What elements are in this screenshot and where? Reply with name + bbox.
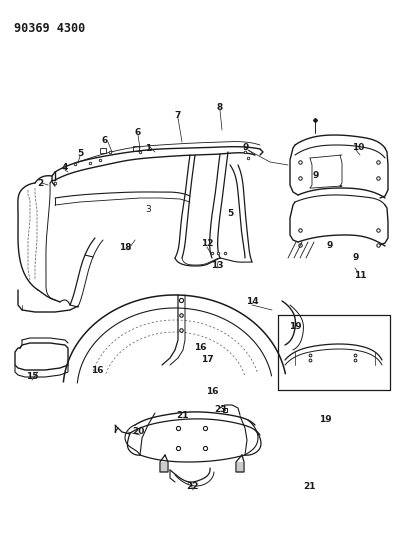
Text: 5: 5 <box>226 208 232 217</box>
Text: 90369 4300: 90369 4300 <box>14 22 85 35</box>
Text: 15: 15 <box>26 373 38 382</box>
Text: 10: 10 <box>351 142 363 151</box>
Text: 6: 6 <box>134 127 141 136</box>
Text: 13: 13 <box>210 262 223 271</box>
Text: 2: 2 <box>37 179 43 188</box>
Text: 11: 11 <box>353 271 365 279</box>
Text: 3: 3 <box>145 205 151 214</box>
Text: 14: 14 <box>245 297 258 306</box>
Bar <box>100 148 106 152</box>
Bar <box>133 146 139 150</box>
Text: 12: 12 <box>200 239 213 248</box>
Text: 21: 21 <box>303 482 315 491</box>
Text: 22: 22 <box>186 482 199 491</box>
Text: 7: 7 <box>175 110 181 119</box>
Text: 9: 9 <box>312 171 318 180</box>
Text: 8: 8 <box>216 102 223 111</box>
Text: 1: 1 <box>145 143 151 152</box>
Text: 5: 5 <box>77 149 83 157</box>
Text: 6: 6 <box>102 135 108 144</box>
Text: 21: 21 <box>176 411 189 421</box>
Text: 9: 9 <box>352 254 358 262</box>
Text: 17: 17 <box>200 356 213 365</box>
Text: 19: 19 <box>288 322 301 332</box>
Text: 16: 16 <box>205 387 218 397</box>
Text: 16: 16 <box>91 367 103 376</box>
Text: 4: 4 <box>62 163 68 172</box>
Text: 18: 18 <box>118 244 131 253</box>
Text: 9: 9 <box>242 142 249 151</box>
Text: 9: 9 <box>326 240 333 249</box>
Text: 20: 20 <box>132 427 144 437</box>
Text: 16: 16 <box>193 343 206 352</box>
Text: 23: 23 <box>214 406 227 415</box>
Text: 19: 19 <box>318 416 330 424</box>
